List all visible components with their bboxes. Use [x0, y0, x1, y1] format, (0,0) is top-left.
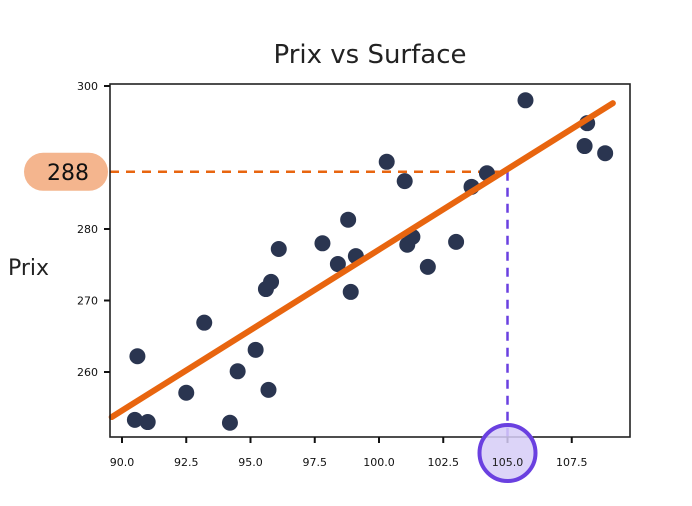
y-tick-label: 280: [77, 223, 98, 236]
data-point: [139, 414, 156, 431]
annotations: [110, 170, 509, 437]
data-point: [314, 235, 331, 252]
data-point: [126, 411, 143, 428]
y-tick-label: 300: [77, 80, 98, 93]
data-point: [329, 256, 346, 273]
regression-line: [108, 100, 616, 421]
data-point: [247, 341, 264, 358]
data-point: [378, 153, 395, 170]
plot-frame: [109, 83, 631, 438]
x-tick-label: 95.0: [238, 456, 263, 469]
data-point: [396, 173, 413, 190]
y-axis-label: Prix: [8, 256, 49, 281]
x-tick-label: 92.5: [174, 456, 199, 469]
x-callout-circle: [477, 423, 538, 483]
data-point: [196, 314, 213, 331]
y-tick-label: 260: [77, 366, 98, 379]
data-point: [178, 384, 195, 401]
data-point: [260, 381, 277, 398]
x-tick-label: 100.0: [363, 456, 395, 469]
y-axis-ticks: 260 270 280 300: [77, 80, 110, 379]
data-point: [270, 241, 287, 258]
x-tick-label: 97.5: [303, 456, 328, 469]
y-callout-label: 288: [47, 161, 89, 186]
data-points: [126, 92, 614, 431]
data-point: [129, 348, 146, 365]
x-tick-label: 102.5: [428, 456, 460, 469]
x-tick-label: 90.0: [110, 456, 135, 469]
data-point: [229, 363, 246, 380]
y-callout-badge: [24, 152, 108, 191]
callouts: 288 105.0: [24, 152, 538, 483]
data-point: [448, 233, 465, 250]
data-point: [597, 145, 614, 162]
data-point: [340, 211, 357, 228]
x-tick-label: 107.5: [556, 456, 588, 469]
y-tick-label: 270: [77, 295, 98, 308]
data-point: [517, 92, 534, 109]
data-point: [576, 138, 593, 155]
data-point: [221, 414, 238, 431]
x-callout-label: 105.0: [492, 456, 524, 469]
chart-title: Prix vs Surface: [273, 40, 466, 70]
data-point: [263, 273, 280, 290]
data-point: [342, 283, 359, 300]
data-point: [419, 258, 436, 275]
